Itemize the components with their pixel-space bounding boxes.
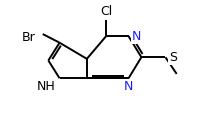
Text: Br: Br: [22, 31, 35, 44]
Text: NH: NH: [37, 80, 55, 93]
Text: Cl: Cl: [99, 5, 112, 18]
Text: N: N: [123, 80, 133, 93]
Text: S: S: [169, 51, 177, 64]
Text: N: N: [131, 30, 140, 43]
